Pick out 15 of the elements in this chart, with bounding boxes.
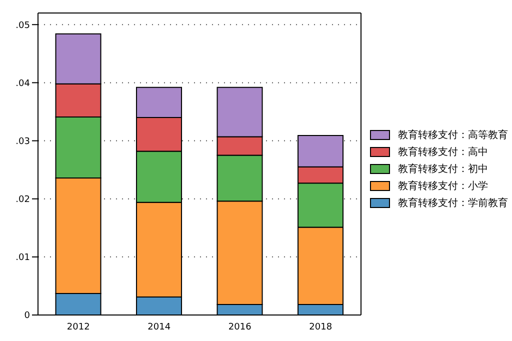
legend-label: 教育转移支付：学前教育 <box>398 196 508 210</box>
y-tick-label: .04 <box>16 78 30 89</box>
legend-label: 教育转移支付：高中 <box>398 146 488 159</box>
legend-label: 教育转移支付：高等教育 <box>398 128 508 142</box>
x-tick-label: 2012 <box>66 322 90 332</box>
y-tick-label: 0 <box>24 311 30 322</box>
x-tick-label: 2014 <box>148 322 171 332</box>
y-tick-label: .03 <box>16 136 30 147</box>
x-tick-label: 2018 <box>309 322 332 332</box>
legend-label: 教育转移支付：初中 <box>398 162 488 176</box>
y-tick-label: .05 <box>16 20 30 31</box>
legend-label: 教育转移支付：小学 <box>398 180 488 193</box>
y-tick-label: .01 <box>16 253 30 264</box>
y-tick-label: .02 <box>16 195 30 206</box>
x-tick-label: 2016 <box>228 322 252 332</box>
